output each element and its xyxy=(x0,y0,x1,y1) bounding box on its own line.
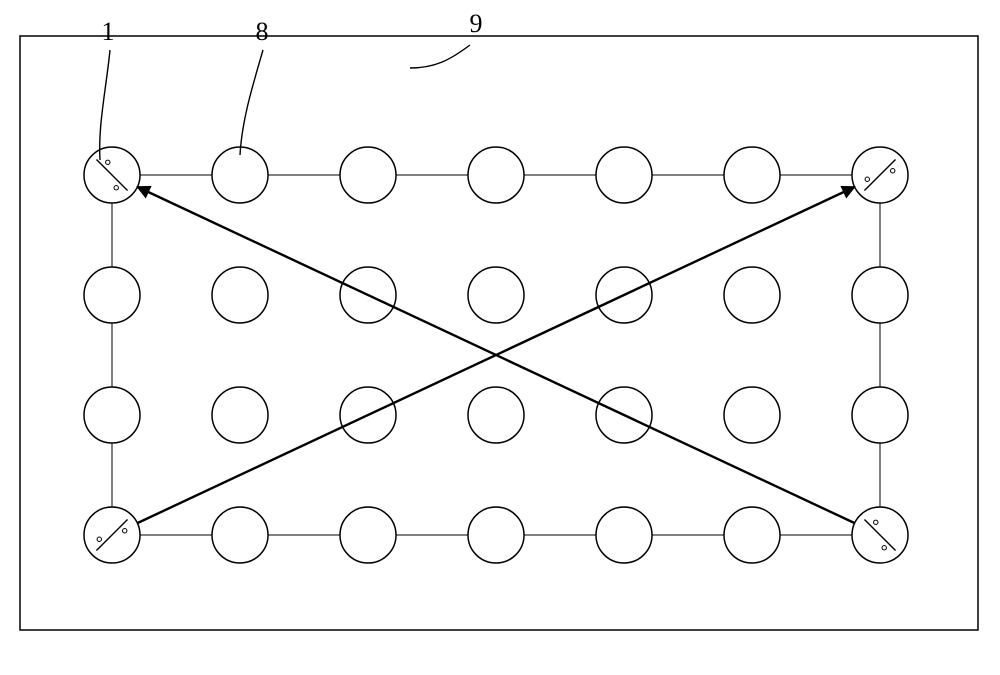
grid-circle xyxy=(212,387,268,443)
grid-circle xyxy=(340,147,396,203)
grid-circle xyxy=(596,147,652,203)
grid-circle xyxy=(852,267,908,323)
callout-label-1: 1 xyxy=(102,17,115,46)
grid-circle xyxy=(724,387,780,443)
grid-circle xyxy=(340,507,396,563)
grid-circle xyxy=(468,147,524,203)
grid-circle xyxy=(724,147,780,203)
callout-label-9: 9 xyxy=(470,9,483,38)
callout-leader-1 xyxy=(100,50,110,160)
callout-leader-8 xyxy=(240,50,263,155)
grid-circle xyxy=(212,507,268,563)
grid-circle xyxy=(84,267,140,323)
grid-circle xyxy=(468,387,524,443)
grid-circle xyxy=(468,267,524,323)
callout-label-8: 8 xyxy=(256,17,269,46)
grid-circle xyxy=(212,147,268,203)
grid-circle xyxy=(852,387,908,443)
grid-circle xyxy=(596,507,652,563)
grid-circle xyxy=(212,267,268,323)
grid-circle xyxy=(724,507,780,563)
grid-circle xyxy=(724,267,780,323)
callout-leader-9 xyxy=(410,45,470,68)
grid-circle xyxy=(468,507,524,563)
grid-circle xyxy=(84,387,140,443)
